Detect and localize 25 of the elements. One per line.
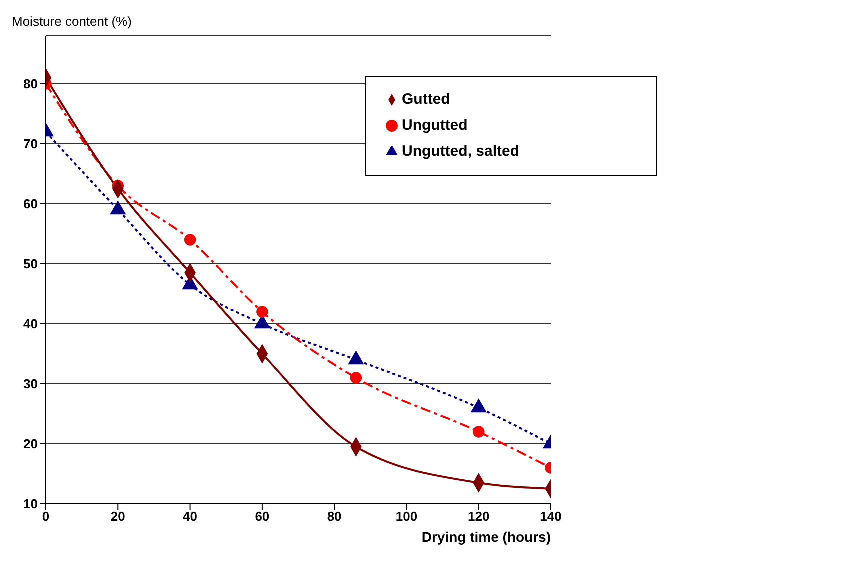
x-tick-label: 100: [396, 509, 418, 524]
x-tick-label: 60: [255, 509, 270, 524]
point: [350, 372, 362, 384]
x-axis-title: Drying time (hours): [422, 529, 551, 545]
legend-label: Ungutted, salted: [402, 143, 520, 160]
y-tick-label: 10: [24, 496, 38, 512]
x-tick-label: 20: [110, 509, 126, 524]
y-tick-label: 60: [24, 196, 38, 212]
y-tick-label: 50: [24, 256, 38, 272]
x-tick-label: 80: [327, 509, 342, 524]
legend-label: Ungutted: [402, 117, 468, 134]
point: [184, 234, 196, 246]
x-tick-label: 140: [540, 509, 562, 524]
point: [473, 426, 485, 438]
y-tick-label: 40: [24, 316, 38, 332]
legend-label: Gutted: [402, 91, 450, 108]
y-tick-label: 70: [24, 136, 38, 152]
point: [256, 306, 268, 318]
y-tick-label: 80: [24, 76, 38, 92]
x-tick-label: 120: [468, 509, 490, 524]
x-tick-label: 40: [183, 509, 198, 524]
y-axis-title: Moisture content (%): [12, 14, 132, 29]
y-tick-label: 30: [24, 376, 38, 392]
x-tick-label: 0: [42, 509, 50, 524]
y-tick-label: 20: [24, 436, 38, 452]
